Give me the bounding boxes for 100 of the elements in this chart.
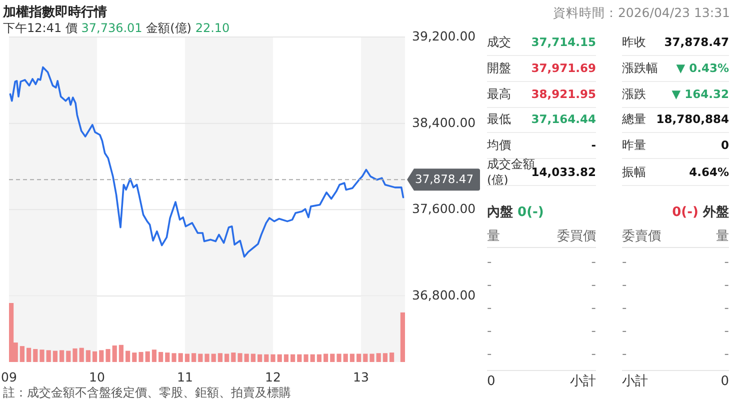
- ref-line-label: 37,878.47: [415, 172, 474, 186]
- bar: [158, 352, 164, 362]
- y-tick-label: 38,400.00: [412, 114, 476, 130]
- bar: [172, 353, 176, 362]
- bar: [40, 350, 44, 362]
- category-label: 量: [487, 229, 500, 245]
- bar: [184, 354, 190, 362]
- text: ▼ 0.43%: [676, 61, 729, 75]
- bar: [178, 353, 183, 362]
- bar: [211, 354, 216, 362]
- category-label: 最低: [487, 112, 511, 126]
- text: -: [622, 347, 627, 362]
- text: 下午12:41: [3, 21, 62, 36]
- text: 18,780,884: [656, 112, 729, 126]
- text: -: [487, 301, 492, 316]
- bar: [330, 354, 335, 362]
- text: -: [487, 347, 492, 362]
- bar: [46, 350, 51, 362]
- bar: [316, 354, 322, 362]
- bar: [86, 350, 90, 362]
- text: -: [591, 255, 596, 270]
- x-tick-label: 10: [89, 369, 105, 384]
- text: 37,971.69: [531, 61, 596, 75]
- bar: [192, 353, 196, 362]
- text: 38,921.95: [531, 87, 596, 101]
- bar: [165, 352, 170, 362]
- category-label: 漲跌幅: [622, 60, 659, 76]
- text: -: [591, 347, 596, 362]
- text: 小計: [570, 374, 596, 389]
- text: 37,714.15: [531, 35, 596, 49]
- text: 0(-): [516, 205, 544, 220]
- bar: [66, 350, 71, 362]
- bar: [92, 351, 98, 362]
- text: 資料時間：2026/04/23 13:31: [552, 5, 730, 21]
- bar: [204, 354, 210, 362]
- bar: [238, 353, 242, 362]
- text: 37,736.01: [77, 21, 142, 36]
- text: 0: [487, 374, 496, 389]
- bar: [376, 353, 381, 362]
- category-label: 最高: [487, 87, 511, 101]
- bar: [297, 354, 302, 362]
- category-label: 振幅: [622, 164, 647, 180]
- bar: [106, 349, 110, 362]
- bar: [99, 350, 104, 362]
- text: -: [622, 324, 627, 339]
- text: -: [724, 347, 729, 362]
- text: -: [724, 301, 729, 316]
- bar: [284, 354, 288, 362]
- text: 0(-): [672, 205, 698, 220]
- x-tick-label: 09: [1, 369, 17, 384]
- bar: [152, 350, 156, 362]
- text: 價: [62, 21, 78, 36]
- text: -: [622, 278, 627, 293]
- bar: [336, 354, 342, 362]
- category-label: 昨量: [622, 137, 647, 153]
- category-label: 均價: [487, 137, 512, 153]
- bar: [258, 354, 262, 362]
- bar: [343, 354, 348, 362]
- text: 22.10: [192, 21, 230, 36]
- bar: [145, 351, 150, 362]
- line-series: [9, 66, 404, 258]
- category-label: 量: [716, 229, 729, 244]
- text: 37,164.44: [531, 112, 596, 126]
- bar: [60, 350, 64, 362]
- category-label: 開盤: [487, 61, 511, 75]
- text: -: [487, 278, 492, 293]
- text: 外盤: [702, 205, 729, 220]
- text: -: [724, 278, 729, 293]
- bar: [382, 353, 388, 362]
- bar: [198, 354, 203, 362]
- text: -: [724, 255, 729, 270]
- x-tick-label: 11: [177, 369, 193, 384]
- text: 0: [720, 138, 729, 152]
- bar: [400, 312, 405, 362]
- category-label: 成交: [487, 35, 511, 49]
- bar: [224, 354, 230, 362]
- bar: [324, 354, 328, 362]
- bar: [112, 345, 117, 362]
- bar: [218, 353, 222, 362]
- bar: [356, 354, 362, 362]
- bar: [264, 354, 269, 362]
- bar: [79, 348, 84, 362]
- bar: [231, 352, 236, 362]
- bar: [370, 354, 374, 362]
- y-tick-label: 37,600.00: [412, 201, 476, 216]
- bar: [290, 354, 296, 362]
- text: -: [591, 301, 596, 316]
- bar: [138, 352, 144, 362]
- text: -: [487, 324, 492, 339]
- text: 金額(億): [142, 21, 192, 36]
- text: -: [724, 324, 729, 339]
- text: 0: [720, 374, 729, 389]
- category-label: 漲跌: [622, 87, 646, 101]
- x-tick-label: 13: [353, 369, 369, 384]
- bar: [277, 354, 282, 362]
- bar: [244, 354, 249, 362]
- bar: [118, 344, 124, 362]
- text: 4.64%: [689, 165, 729, 179]
- category-label: 委買價: [556, 229, 596, 245]
- bar: [363, 354, 368, 362]
